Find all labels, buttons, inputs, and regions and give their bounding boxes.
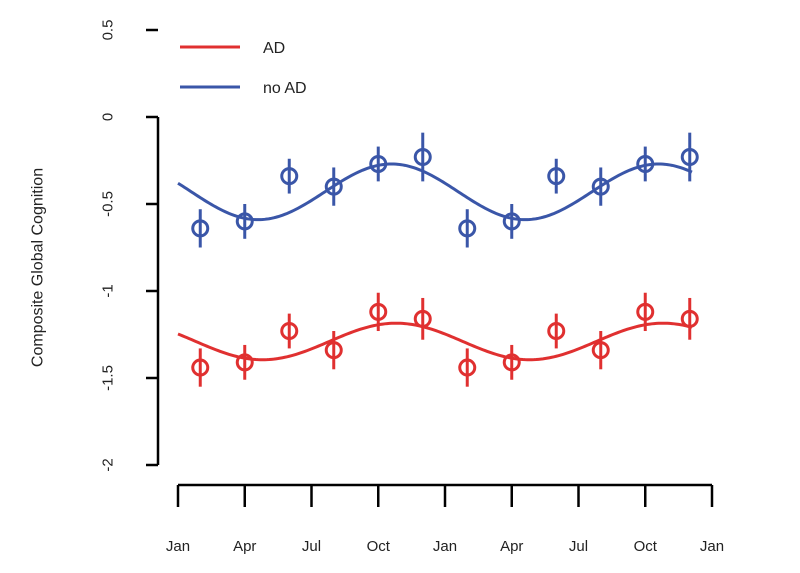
data-point [680,309,699,328]
data-point [280,167,299,186]
legend-label-ad: AD [263,40,285,57]
data-point [502,212,521,231]
x-tick-label: Jul [302,538,321,555]
fit-curve [177,321,693,362]
x-tick-label: Jan [700,538,724,555]
data-point [280,322,299,341]
y-axis: 0.5 0 -0.5 -1 -1.5 -2 [100,20,160,472]
series-ad [177,292,699,387]
x-tick-label: Oct [634,538,658,555]
y-tick-label: 0 [100,113,117,121]
y-tick-label: -1 [100,284,117,297]
y-tick-label: -1.5 [100,365,117,391]
y-tick-label: 0.5 [100,20,117,41]
data-point [191,358,210,377]
fit-curve [177,162,693,222]
x-tick-label: Oct [367,538,391,555]
data-point [547,322,566,341]
data-point [502,353,521,372]
data-point [235,353,254,372]
y-tick-label: -2 [100,458,117,471]
x-tick-label: Jan [433,538,457,555]
x-tick-label: Apr [233,538,256,555]
data-point [191,219,210,238]
x-tick-label: Jan [166,538,190,555]
data-point [591,341,610,360]
data-point [680,148,699,167]
data-point [235,212,254,231]
data-point [413,148,432,167]
data-point [324,177,343,196]
data-point [458,358,477,377]
data-point [324,341,343,360]
y-tick-label: -0.5 [100,191,117,217]
data-point [413,309,432,328]
data-point [458,219,477,238]
data-point [547,167,566,186]
data-point [369,154,388,173]
legend: AD no AD [180,40,307,97]
x-tick-label: Apr [500,538,523,555]
legend-label-no-ad: no AD [263,80,307,97]
data-point [636,302,655,321]
data-point [636,154,655,173]
series-layer [177,132,699,387]
y-axis-title: Composite Global Cognition [30,168,47,367]
data-point [591,177,610,196]
x-axis: Jan Apr Jul Oct Jan Apr Jul Oct Jan [166,483,724,555]
data-point [369,302,388,321]
x-tick-label: Jul [569,538,588,555]
series-no-ad [177,132,699,248]
